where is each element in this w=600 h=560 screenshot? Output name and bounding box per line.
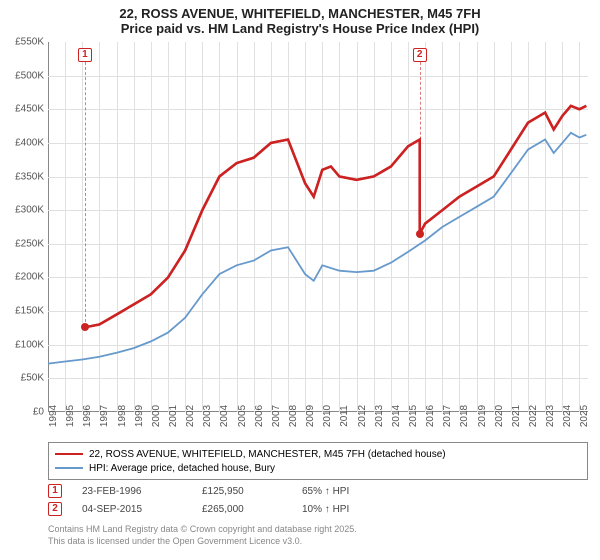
- legend-swatch: [55, 453, 83, 456]
- y-tick-label: £350K: [15, 171, 44, 182]
- title-address: 22, ROSS AVENUE, WHITEFIELD, MANCHESTER,…: [0, 6, 600, 21]
- legend-label: 22, ROSS AVENUE, WHITEFIELD, MANCHESTER,…: [89, 449, 446, 460]
- events-table: 1 23-FEB-1996 £125,950 65% ↑ HPI 2 04-SEP-201…: [48, 482, 588, 518]
- event-date: 23-FEB-1996: [82, 486, 182, 497]
- legend-swatch: [55, 467, 83, 470]
- y-tick-label: £100K: [15, 339, 44, 350]
- series-hpi: [48, 133, 586, 364]
- y-tick-label: £400K: [15, 137, 44, 148]
- legend-label: HPI: Average price, detached house, Bury: [89, 463, 275, 474]
- event-row: 2 04-SEP-2015 £265,000 10% ↑ HPI: [48, 500, 588, 518]
- y-tick-label: £250K: [15, 238, 44, 249]
- footer-line2: This data is licensed under the Open Gov…: [48, 536, 588, 548]
- event-date: 04-SEP-2015: [82, 504, 182, 515]
- event-price: £265,000: [202, 504, 282, 515]
- event-relation: 65% ↑ HPI: [302, 486, 349, 497]
- line-series-svg: [48, 42, 588, 412]
- y-tick-label: £450K: [15, 104, 44, 115]
- event-relation: 10% ↑ HPI: [302, 504, 349, 515]
- event-marker: 1: [48, 484, 62, 498]
- y-tick-label: £550K: [15, 37, 44, 48]
- event-price: £125,950: [202, 486, 282, 497]
- footer-line1: Contains HM Land Registry data © Crown c…: [48, 524, 588, 536]
- chart-area: £0£50K£100K£150K£200K£250K£300K£350K£400…: [48, 42, 588, 412]
- legend-item: HPI: Average price, detached house, Bury: [55, 461, 581, 475]
- y-tick-label: £50K: [21, 373, 44, 384]
- title-block: 22, ROSS AVENUE, WHITEFIELD, MANCHESTER,…: [0, 0, 600, 38]
- title-subtitle: Price paid vs. HM Land Registry's House …: [0, 21, 600, 36]
- y-tick-label: £500K: [15, 70, 44, 81]
- event-marker: 2: [48, 502, 62, 516]
- y-tick-label: £0: [33, 407, 44, 418]
- y-tick-label: £200K: [15, 272, 44, 283]
- y-tick-label: £150K: [15, 306, 44, 317]
- event-row: 1 23-FEB-1996 £125,950 65% ↑ HPI: [48, 482, 588, 500]
- legend-item: 22, ROSS AVENUE, WHITEFIELD, MANCHESTER,…: [55, 447, 581, 461]
- footer-attribution: Contains HM Land Registry data © Crown c…: [48, 524, 588, 547]
- series-price_paid-top: [85, 106, 586, 327]
- legend: 22, ROSS AVENUE, WHITEFIELD, MANCHESTER,…: [48, 442, 588, 480]
- y-tick-label: £300K: [15, 205, 44, 216]
- series-price_paid: [85, 106, 586, 327]
- chart-container: 22, ROSS AVENUE, WHITEFIELD, MANCHESTER,…: [0, 0, 600, 560]
